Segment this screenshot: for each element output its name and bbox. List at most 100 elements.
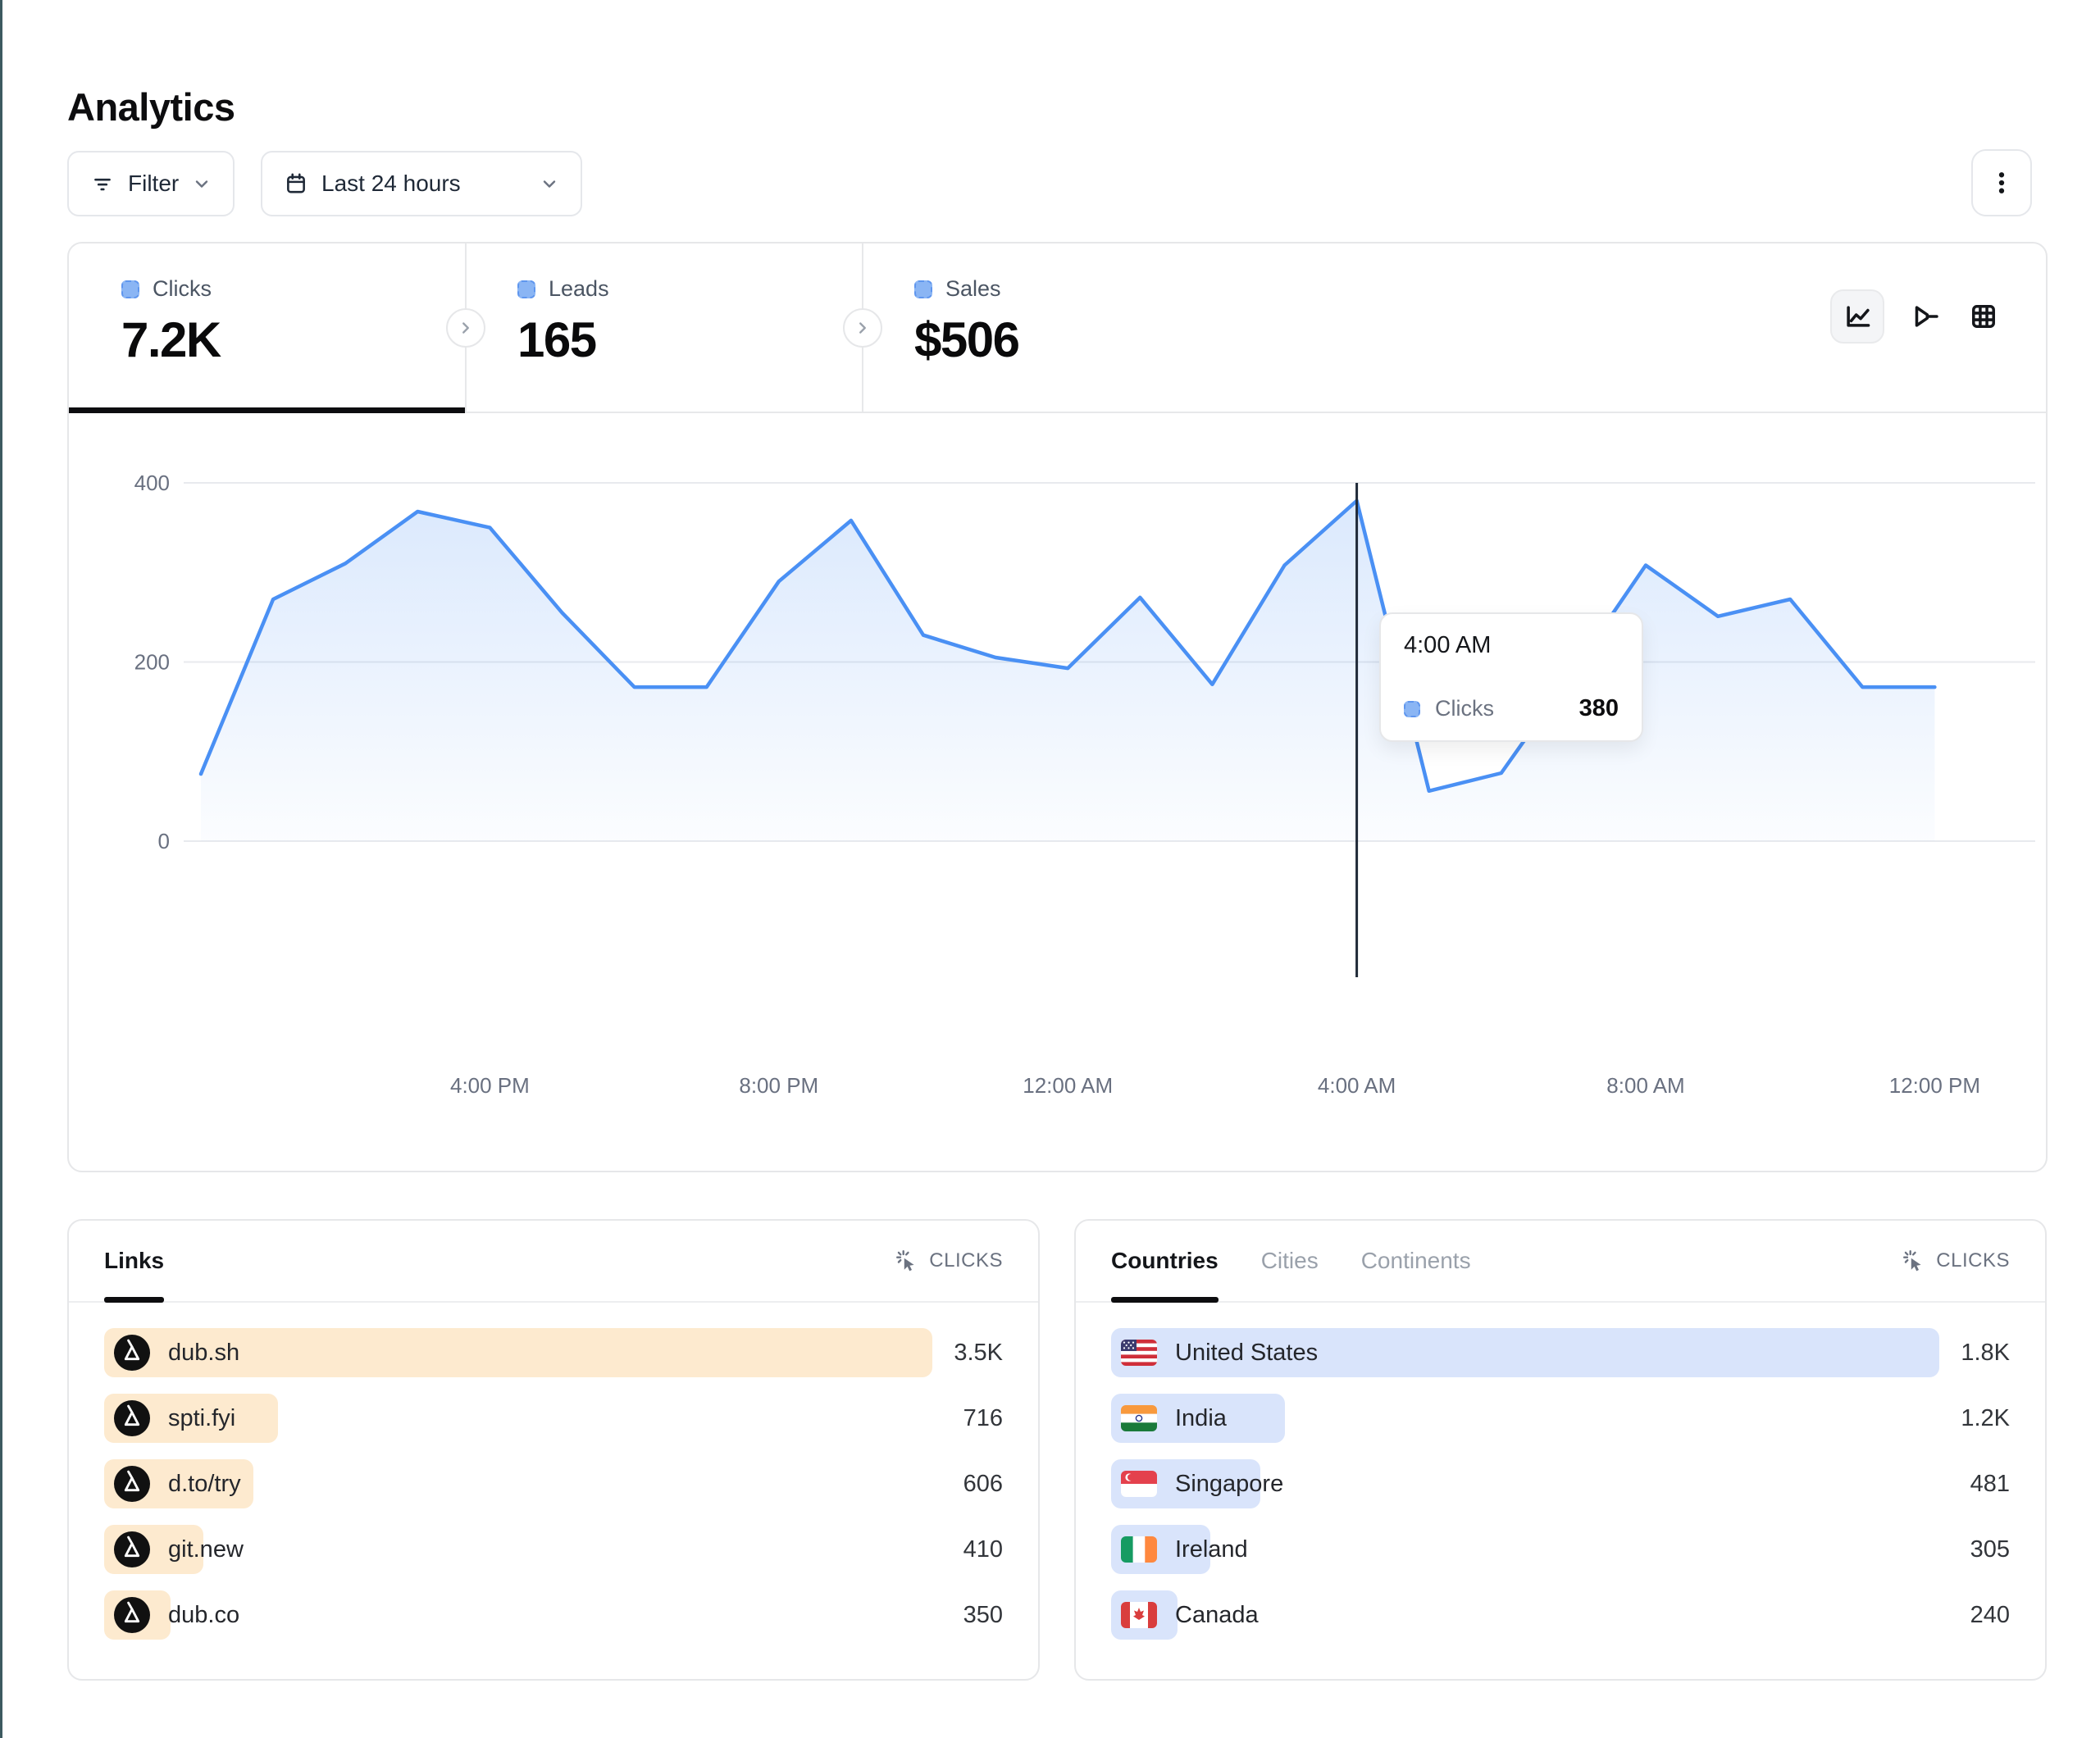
countries-tab-label: Countries [1111, 1248, 1219, 1273]
tab-leads[interactable]: Leads 165 [465, 243, 862, 412]
country-bar-track: India [1111, 1394, 1939, 1443]
country-label: Ireland [1175, 1536, 1248, 1563]
filter-icon [90, 171, 115, 196]
funnel-view-button[interactable] [1906, 298, 1943, 335]
svg-text:12:00 PM: 12:00 PM [1889, 1073, 1980, 1098]
tab-cities[interactable]: Cities [1261, 1221, 1319, 1301]
ireland-flag-icon [1121, 1536, 1157, 1563]
cursor-click-icon [1903, 1250, 1921, 1272]
link-list-item[interactable]: dub.sh 3.5K [104, 1328, 1003, 1377]
svg-text:0: 0 [158, 829, 170, 853]
filter-button-label: Filter [128, 171, 180, 196]
clicks-over-time-chart[interactable]: 0 200 400 4:00 PM 8:00 PM 12:00 AM 4:00 AM 8:00… [69, 412, 2049, 1174]
country-list-item[interactable]: Singapore 481 [1111, 1459, 2010, 1508]
chevron-down-icon [540, 174, 559, 193]
country-list-item[interactable]: India 1.2K [1111, 1394, 2010, 1443]
tab-countries[interactable]: Countries [1111, 1221, 1219, 1303]
date-range-button[interactable]: Last 24 hours [261, 151, 582, 216]
clicks-series-marker [121, 280, 139, 298]
country-clicks-value: 1.8K [1961, 1339, 2010, 1366]
dub-logo-icon [114, 1335, 150, 1371]
continents-tab-label: Continents [1360, 1248, 1471, 1273]
more-options-button[interactable] [1971, 149, 2032, 216]
link-bar-track: dub.co [104, 1590, 932, 1640]
country-list-item[interactable]: Canada 240 [1111, 1590, 2010, 1640]
country-list-item[interactable]: United States 1.8K [1111, 1328, 2010, 1377]
kebab-menu-icon [1989, 169, 2014, 197]
tooltip-series-label: Clicks [1435, 696, 1494, 721]
link-label: dub.co [168, 1601, 240, 1628]
chevron-right-icon [859, 322, 866, 334]
tab-sales[interactable]: Sales $506 [862, 243, 1259, 412]
link-label: git.new [168, 1536, 244, 1563]
cities-tab-label: Cities [1260, 1248, 1319, 1273]
tab-clicks[interactable]: Clicks 7.2K [69, 243, 465, 413]
sales-series-marker [914, 280, 932, 298]
leads-series-marker [517, 280, 535, 298]
dub-logo-icon [114, 1531, 150, 1567]
clicks-tab-label: Clicks [153, 276, 212, 301]
canada-flag-icon [1121, 1602, 1157, 1628]
calendar-icon [284, 171, 308, 196]
clicks-total-value: 7.2K [121, 312, 221, 367]
svg-text:200: 200 [134, 650, 170, 675]
dub-logo-icon [114, 1400, 150, 1436]
svg-text:12:00 AM: 12:00 AM [1023, 1073, 1113, 1098]
country-clicks-value: 1.2K [1961, 1404, 2010, 1431]
tab-continents[interactable]: Continents [1361, 1221, 1471, 1301]
svg-text:4:00 PM: 4:00 PM [450, 1073, 530, 1098]
page-left-accent-edge [0, 0, 2, 1738]
leads-total-value: 165 [517, 312, 597, 367]
svg-text:400: 400 [134, 471, 170, 495]
country-bar [1111, 1328, 1939, 1377]
countries-metric-header[interactable]: CLICKS [1902, 1249, 2010, 1273]
table-view-button[interactable] [1965, 298, 2002, 335]
link-list-item[interactable]: git.new 410 [104, 1525, 1003, 1574]
leads-tab-label: Leads [549, 276, 609, 301]
metric-label: CLICKS [929, 1249, 1003, 1272]
funnel-icon [1915, 306, 1938, 327]
chevron-right-icon [462, 322, 469, 334]
link-list-item[interactable]: spti.fyi 716 [104, 1394, 1003, 1443]
expand-sales-button[interactable] [843, 308, 882, 348]
link-clicks-value: 3.5K [954, 1339, 1003, 1366]
link-bar-track: d.to/try [104, 1459, 932, 1508]
dub-logo-icon [114, 1466, 150, 1502]
country-bar-track: United States [1111, 1328, 1939, 1377]
filter-button[interactable]: Filter [67, 151, 235, 216]
chevron-down-icon [192, 174, 212, 193]
link-clicks-value: 606 [963, 1470, 1003, 1497]
clicks-series-marker [1404, 700, 1420, 717]
country-bar-track: Ireland [1111, 1525, 1939, 1574]
svg-text:8:00 AM: 8:00 AM [1606, 1073, 1684, 1098]
link-label: dub.sh [168, 1339, 240, 1366]
link-clicks-value: 350 [963, 1601, 1003, 1628]
link-bar [104, 1328, 932, 1377]
svg-text:8:00 PM: 8:00 PM [739, 1073, 818, 1098]
links-tab-label: Links [104, 1248, 165, 1273]
link-bar-track: dub.sh [104, 1328, 932, 1377]
link-list-item[interactable]: d.to/try 606 [104, 1459, 1003, 1508]
tooltip-time: 4:00 AM [1404, 632, 1492, 658]
link-label: d.to/try [168, 1470, 241, 1497]
expand-leads-button[interactable] [446, 308, 485, 348]
page-title: Analytics [67, 85, 235, 130]
active-tab-underline [69, 407, 465, 413]
country-clicks-value: 481 [1970, 1470, 2010, 1497]
link-list-item[interactable]: dub.co 350 [104, 1590, 1003, 1640]
line-chart-view-button[interactable] [1830, 289, 1884, 344]
chart-tooltip: 4:00 AM Clicks 380 [1379, 612, 1643, 742]
country-label: Canada [1175, 1601, 1259, 1628]
us-flag-icon [1121, 1340, 1157, 1366]
link-label: spti.fyi [168, 1404, 236, 1431]
country-label: India [1175, 1404, 1227, 1431]
date-range-label: Last 24 hours [321, 171, 461, 196]
country-clicks-value: 240 [1970, 1601, 2010, 1628]
cursor-click-icon [896, 1250, 914, 1272]
tab-links[interactable]: Links [104, 1221, 165, 1303]
links-metric-header[interactable]: CLICKS [895, 1249, 1003, 1273]
line-chart-icon [1847, 306, 1870, 327]
country-list-item[interactable]: Ireland 305 [1111, 1525, 2010, 1574]
singapore-flag-icon [1121, 1471, 1157, 1497]
